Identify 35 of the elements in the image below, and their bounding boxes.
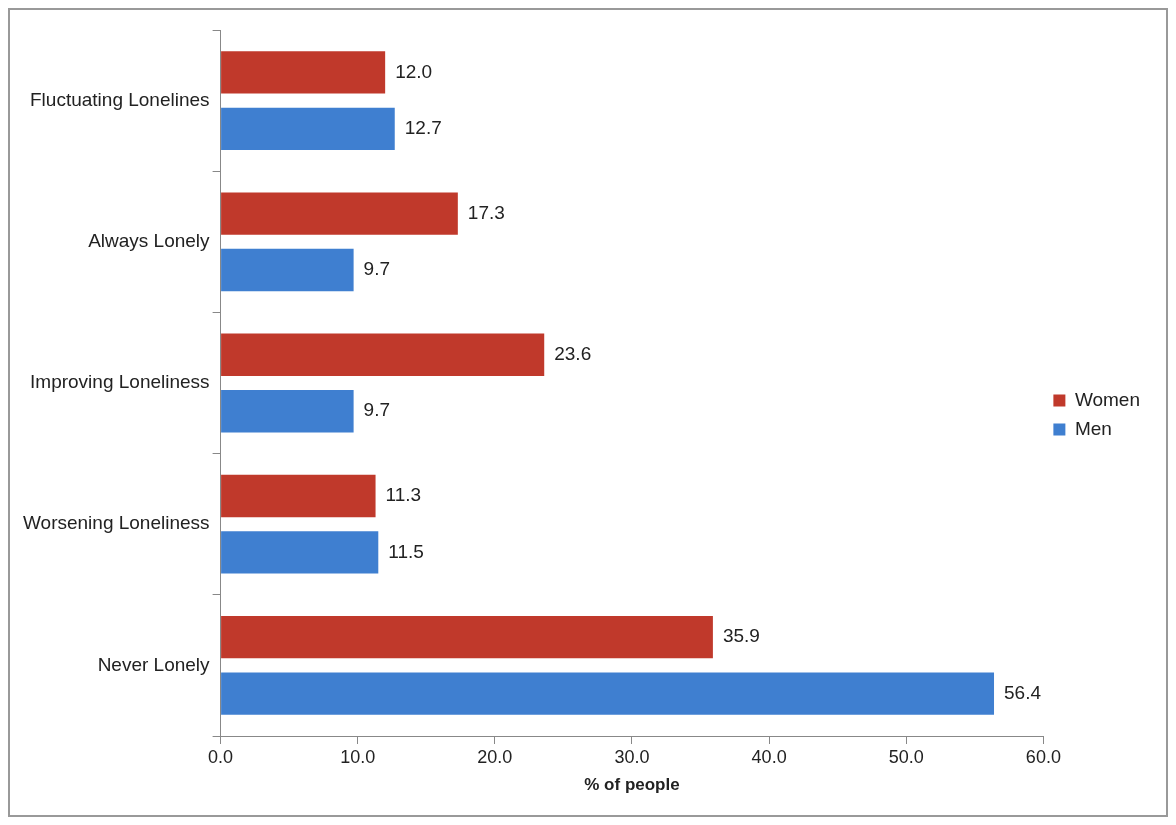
x-tick-label: 20.0: [477, 746, 513, 767]
bar: [221, 248, 354, 292]
legend-label: Women: [1074, 388, 1141, 410]
data-label: 17.3: [467, 201, 505, 223]
x-tick-label: 60.0: [1025, 746, 1061, 767]
bar: [221, 531, 379, 574]
x-tick-label: 50.0: [888, 746, 924, 767]
bar: [221, 192, 458, 235]
x-axis-title: % of people: [584, 775, 680, 795]
y-tick-label: Worsening Loneliness: [22, 512, 210, 534]
bar: [221, 474, 376, 518]
y-tick-label: Never Lonely: [97, 653, 211, 675]
data-label: 12.0: [395, 60, 433, 82]
bar: [221, 390, 354, 433]
data-label: 23.6: [554, 342, 592, 364]
bar: [221, 333, 545, 376]
x-tick-label: 30.0: [614, 746, 650, 767]
y-tick-label: Fluctuating Lonelines: [30, 88, 210, 110]
y-tick-label: Improving Loneliness: [30, 371, 210, 393]
data-label: 56.4: [1004, 681, 1042, 703]
legend-label: Men: [1074, 417, 1112, 439]
data-label: 11.3: [385, 484, 422, 506]
x-tick-label: 40.0: [751, 746, 787, 767]
bar: [221, 51, 386, 94]
data-label: 11.5: [388, 540, 424, 562]
bar: [221, 615, 713, 659]
data-label: 35.9: [722, 625, 760, 647]
bar: [221, 672, 995, 715]
data-label: 12.7: [404, 117, 442, 139]
y-tick-label: Always Lonely: [88, 230, 211, 252]
x-tick-label: 10.0: [340, 746, 376, 767]
data-label: 9.7: [363, 258, 391, 280]
bar: [221, 107, 395, 151]
x-tick-label: 0.0: [208, 746, 234, 767]
data-label: 9.7: [363, 399, 391, 421]
